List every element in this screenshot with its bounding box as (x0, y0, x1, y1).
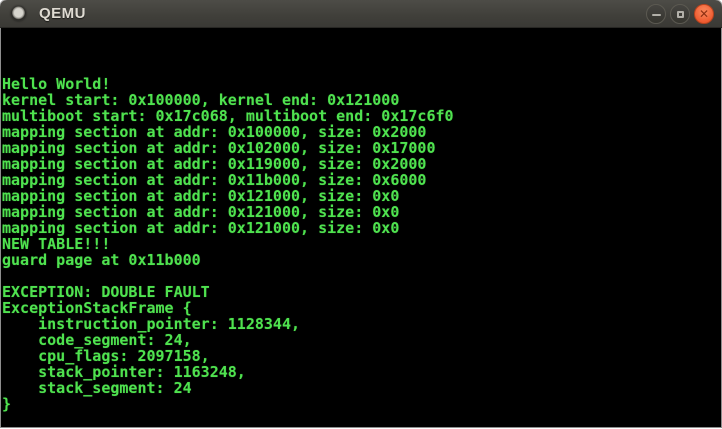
console-display[interactable]: Hello World! kernel start: 0x100000, ker… (0, 28, 722, 428)
minimize-icon (651, 13, 661, 16)
maximize-icon (676, 10, 684, 18)
maximize-button[interactable] (670, 4, 690, 24)
window-title: QEMU (39, 5, 86, 22)
console-text: Hello World! kernel start: 0x100000, ker… (2, 75, 454, 413)
close-icon: ✕ (698, 6, 710, 21)
minimize-button[interactable] (646, 4, 666, 24)
qemu-app-icon (11, 6, 26, 21)
titlebar[interactable]: QEMU ✕ (0, 0, 722, 28)
window-controls: ✕ (646, 4, 714, 24)
close-button[interactable]: ✕ (694, 4, 714, 24)
